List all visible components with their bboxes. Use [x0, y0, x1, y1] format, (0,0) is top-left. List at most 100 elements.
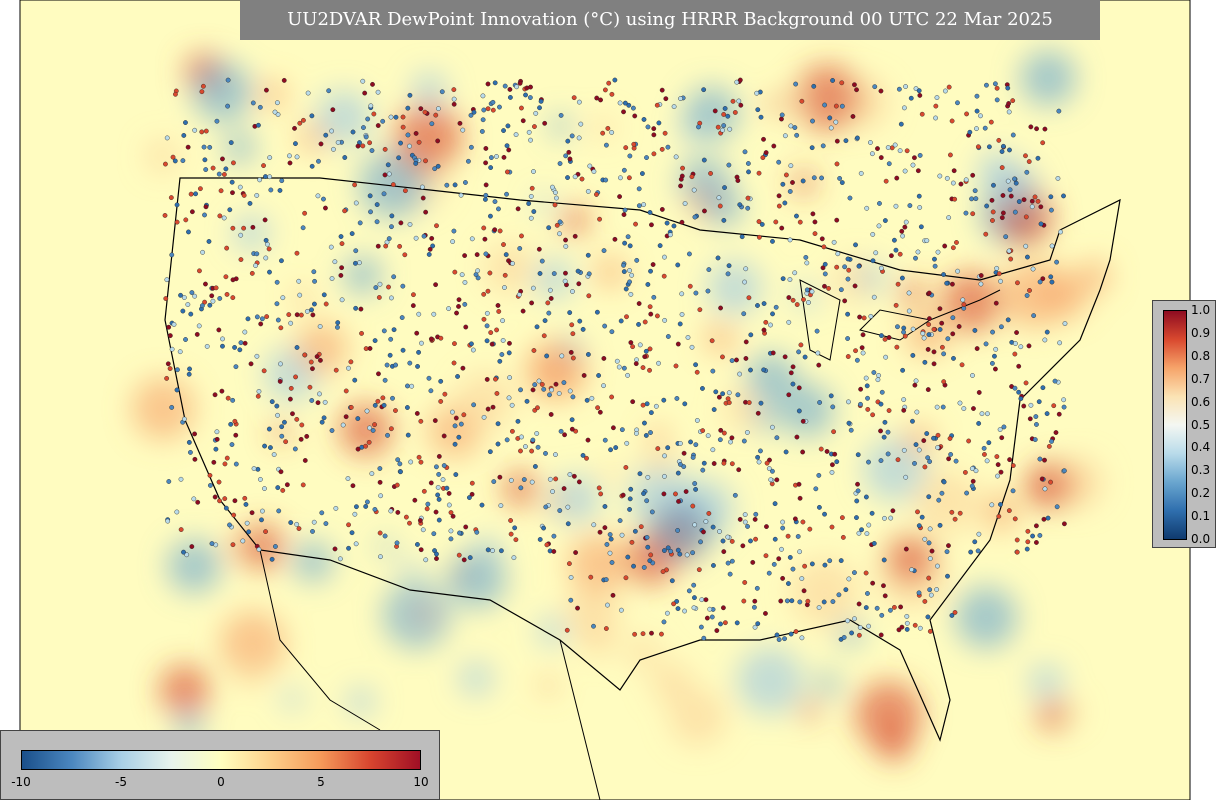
observation-dot [918, 224, 924, 230]
observation-dot [901, 447, 907, 453]
observation-dot [990, 218, 995, 223]
observation-dot [992, 81, 998, 87]
observation-dot [842, 264, 848, 270]
observation-dot [663, 96, 669, 102]
observation-dot [444, 182, 450, 188]
observation-dot [587, 163, 593, 169]
observation-dot [770, 350, 776, 356]
observation-dot [602, 525, 608, 531]
observation-dot [804, 260, 810, 266]
observation-dot [917, 625, 923, 631]
observation-dot [225, 77, 231, 83]
observation-dot [557, 231, 562, 237]
observation-dot [1042, 457, 1047, 463]
observation-dot [1061, 404, 1067, 410]
observation-dot [535, 444, 541, 450]
observation-dot [257, 104, 263, 110]
observation-dot [846, 576, 852, 582]
observation-dot [721, 460, 727, 466]
observation-dot [698, 624, 704, 630]
observation-dot [827, 558, 833, 564]
observation-dot [531, 348, 537, 353]
observation-dot [573, 550, 579, 555]
observation-dot [949, 613, 955, 618]
observation-dot [332, 546, 338, 552]
observation-dot [185, 144, 191, 150]
observation-dot [1018, 344, 1024, 350]
observation-dot [890, 508, 896, 514]
observation-dot [976, 421, 982, 426]
observation-dot [315, 193, 321, 199]
observation-dot [649, 222, 654, 228]
observation-dot [864, 531, 870, 536]
observation-dot [585, 252, 591, 258]
observation-dot [342, 208, 348, 214]
observation-dot [608, 536, 614, 542]
observation-dot [1035, 198, 1041, 204]
observation-dot [856, 263, 862, 269]
observation-dot [217, 498, 222, 504]
observation-dot [627, 268, 632, 273]
observation-dot [254, 251, 260, 257]
observation-dot [333, 367, 339, 373]
observation-dot [866, 623, 871, 629]
observation-dot [550, 489, 555, 494]
observation-dot [933, 115, 938, 121]
observation-dot [783, 449, 789, 455]
observation-dot [317, 324, 323, 329]
observation-dot [174, 509, 180, 515]
observation-dot [633, 361, 639, 367]
observation-dot [1049, 207, 1054, 213]
observation-dot [225, 103, 231, 109]
observation-dot [631, 563, 636, 569]
observation-dot [361, 125, 366, 130]
observation-dot [895, 281, 901, 287]
observation-dot [232, 345, 237, 350]
observation-dot [645, 124, 651, 130]
observation-dot [407, 360, 413, 366]
observation-dot [585, 189, 591, 194]
observation-dot [494, 391, 500, 396]
observation-dot [637, 342, 643, 348]
observation-dot [220, 336, 225, 342]
observation-dot [727, 571, 733, 577]
observation-dot [1014, 549, 1020, 555]
observation-dot [196, 323, 202, 329]
observation-dot [857, 625, 863, 630]
observation-dot [878, 458, 884, 463]
observation-dot [703, 597, 709, 603]
observation-dot [194, 331, 200, 337]
observation-dot [1030, 533, 1035, 539]
observation-dot [1012, 351, 1018, 357]
field-blob [224, 132, 256, 164]
observation-dot [267, 155, 273, 160]
observation-dot [741, 311, 747, 317]
observation-dot [241, 225, 247, 231]
observation-dot [886, 335, 892, 340]
observation-dot [277, 378, 283, 384]
observation-dot [897, 251, 903, 257]
observation-dot [754, 585, 760, 591]
observation-dot [866, 522, 872, 528]
observation-dot [382, 533, 388, 539]
observation-dot [575, 605, 580, 611]
observation-dot [1037, 456, 1043, 462]
observation-dot [952, 610, 958, 615]
observation-dot [784, 598, 790, 604]
observation-dot [1046, 444, 1052, 449]
observation-dot [459, 272, 465, 278]
observation-dot [1049, 279, 1055, 285]
observation-dot [875, 377, 881, 383]
observation-dot [797, 599, 803, 605]
observation-dot [269, 556, 275, 562]
observation-dot [848, 427, 854, 433]
observation-dot [678, 176, 684, 182]
observation-dot [357, 260, 362, 266]
observation-dot [238, 257, 244, 262]
observation-dot [244, 520, 250, 526]
observation-dot [543, 504, 549, 510]
observation-dot [916, 447, 922, 453]
observation-dot [776, 203, 782, 209]
observation-dot [1010, 488, 1016, 494]
observation-dot [417, 518, 423, 523]
